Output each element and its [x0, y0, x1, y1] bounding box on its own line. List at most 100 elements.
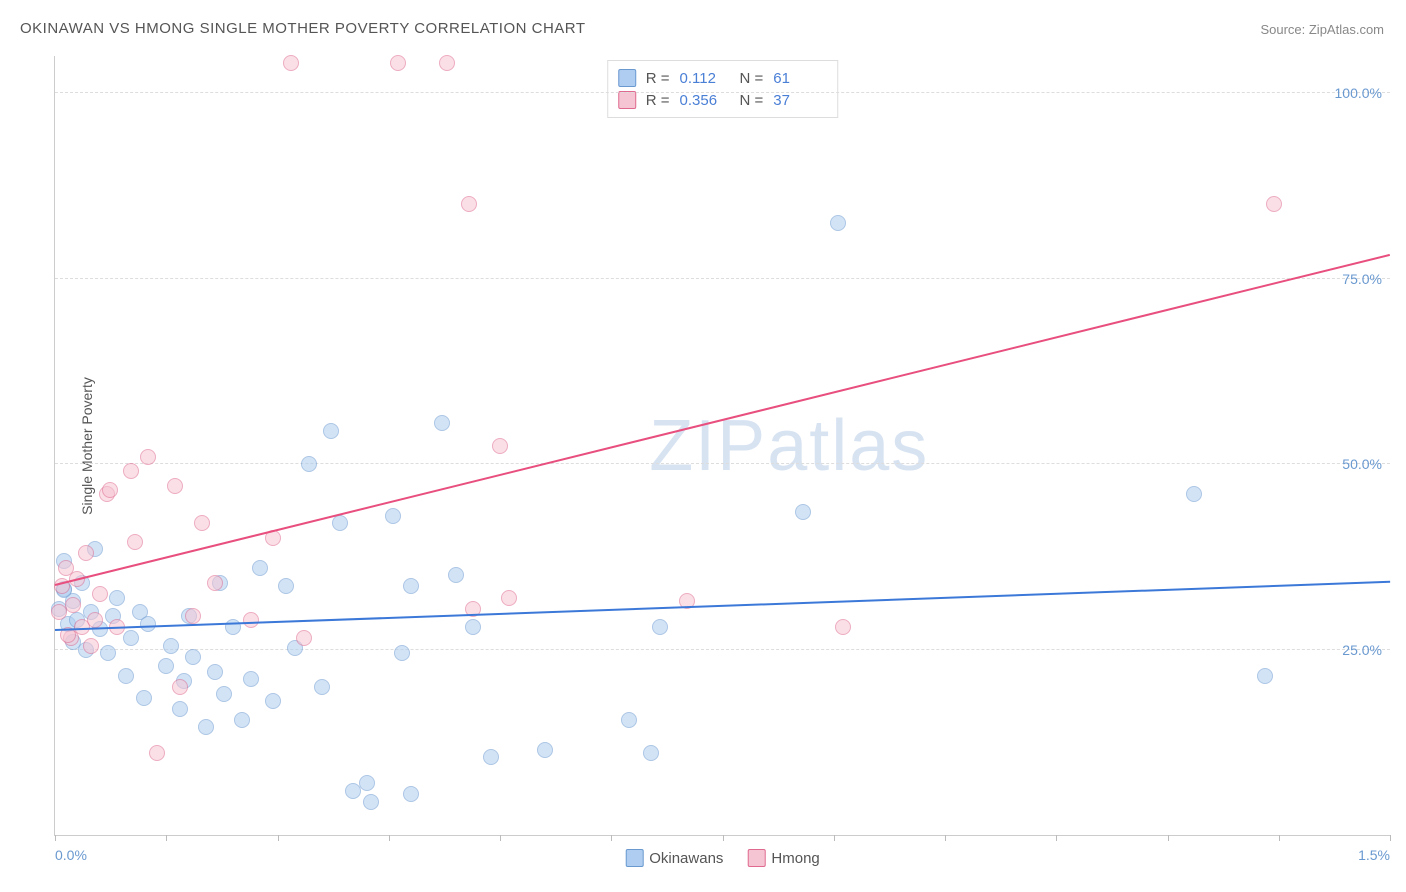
- x-tick: [1279, 835, 1280, 841]
- scatter-point-okinawans: [643, 745, 659, 761]
- scatter-point-hmong: [83, 638, 99, 654]
- watermark-light: atlas: [767, 406, 929, 486]
- stat-n-value-okinawans: 61: [773, 70, 823, 87]
- scatter-point-okinawans: [394, 645, 410, 661]
- scatter-point-okinawans: [323, 423, 339, 439]
- scatter-point-hmong: [390, 55, 406, 71]
- y-tick-label: 50.0%: [1342, 456, 1382, 472]
- scatter-point-okinawans: [234, 712, 250, 728]
- scatter-point-hmong: [296, 630, 312, 646]
- scatter-point-okinawans: [652, 619, 668, 635]
- scatter-point-okinawans: [537, 742, 553, 758]
- scatter-point-hmong: [439, 55, 455, 71]
- scatter-point-hmong: [172, 679, 188, 695]
- x-tick: [1056, 835, 1057, 841]
- gridline: [55, 463, 1390, 464]
- scatter-point-okinawans: [483, 749, 499, 765]
- scatter-point-hmong: [461, 196, 477, 212]
- legend-label-hmong: Hmong: [771, 850, 819, 867]
- scatter-point-okinawans: [278, 578, 294, 594]
- x-tick: [500, 835, 501, 841]
- legend-item-hmong: Hmong: [747, 849, 819, 867]
- scatter-point-okinawans: [1257, 668, 1273, 684]
- scatter-point-okinawans: [301, 456, 317, 472]
- scatter-point-hmong: [185, 608, 201, 624]
- x-tick: [834, 835, 835, 841]
- stats-row-okinawans: R = 0.112 N = 61: [618, 67, 824, 89]
- trend-line-okinawans: [55, 581, 1390, 631]
- scatter-point-okinawans: [163, 638, 179, 654]
- scatter-point-hmong: [167, 478, 183, 494]
- chart-title: OKINAWAN VS HMONG SINGLE MOTHER POVERTY …: [20, 20, 586, 37]
- stat-n-label: N =: [740, 92, 764, 109]
- swatch-hmong: [618, 91, 636, 109]
- x-tick: [1168, 835, 1169, 841]
- scatter-point-okinawans: [434, 415, 450, 431]
- gridline: [55, 92, 1390, 93]
- scatter-point-okinawans: [465, 619, 481, 635]
- scatter-point-okinawans: [243, 671, 259, 687]
- scatter-point-hmong: [127, 534, 143, 550]
- scatter-point-hmong: [194, 515, 210, 531]
- swatch-hmong: [747, 849, 765, 867]
- stat-n-value-hmong: 37: [773, 92, 823, 109]
- gridline: [55, 278, 1390, 279]
- scatter-point-okinawans: [158, 658, 174, 674]
- x-tick-label: 1.5%: [1358, 847, 1390, 863]
- scatter-point-okinawans: [448, 567, 464, 583]
- x-tick-label: 0.0%: [55, 847, 87, 863]
- source-label: Source: ZipAtlas.com: [1260, 22, 1384, 37]
- x-tick: [166, 835, 167, 841]
- stats-legend-box: R = 0.112 N = 61 R = 0.356 N = 37: [607, 60, 839, 118]
- scatter-point-hmong: [492, 438, 508, 454]
- stat-r-label: R =: [646, 92, 670, 109]
- x-tick: [723, 835, 724, 841]
- x-tick: [611, 835, 612, 841]
- scatter-point-hmong: [65, 597, 81, 613]
- bottom-legend: Okinawans Hmong: [625, 849, 820, 867]
- scatter-point-okinawans: [198, 719, 214, 735]
- scatter-point-hmong: [123, 463, 139, 479]
- scatter-point-hmong: [140, 449, 156, 465]
- x-tick: [389, 835, 390, 841]
- scatter-point-okinawans: [265, 693, 281, 709]
- scatter-point-okinawans: [359, 775, 375, 791]
- scatter-point-okinawans: [136, 690, 152, 706]
- scatter-point-okinawans: [207, 664, 223, 680]
- stat-r-label: R =: [646, 70, 670, 87]
- scatter-point-okinawans: [621, 712, 637, 728]
- scatter-point-okinawans: [252, 560, 268, 576]
- plot-area: ZIPatlas R = 0.112 N = 61 R = 0.356 N = …: [54, 56, 1390, 836]
- scatter-point-okinawans: [172, 701, 188, 717]
- stat-n-label: N =: [740, 70, 764, 87]
- scatter-point-okinawans: [100, 645, 116, 661]
- y-tick-label: 75.0%: [1342, 271, 1382, 287]
- swatch-okinawans: [618, 69, 636, 87]
- scatter-point-okinawans: [118, 668, 134, 684]
- legend-item-okinawans: Okinawans: [625, 849, 723, 867]
- scatter-point-okinawans: [403, 578, 419, 594]
- scatter-point-hmong: [207, 575, 223, 591]
- scatter-point-okinawans: [140, 616, 156, 632]
- scatter-point-okinawans: [403, 786, 419, 802]
- scatter-point-okinawans: [830, 215, 846, 231]
- stat-r-value-hmong: 0.356: [680, 92, 730, 109]
- scatter-point-okinawans: [185, 649, 201, 665]
- scatter-point-hmong: [102, 482, 118, 498]
- scatter-point-okinawans: [216, 686, 232, 702]
- stat-r-value-okinawans: 0.112: [680, 70, 730, 87]
- y-tick-label: 100.0%: [1335, 85, 1382, 101]
- x-tick: [1390, 835, 1391, 841]
- legend-label-okinawans: Okinawans: [649, 850, 723, 867]
- scatter-point-okinawans: [314, 679, 330, 695]
- scatter-point-okinawans: [332, 515, 348, 531]
- trend-line-hmong: [55, 254, 1390, 586]
- scatter-point-okinawans: [363, 794, 379, 810]
- watermark: ZIPatlas: [649, 405, 929, 487]
- scatter-point-okinawans: [795, 504, 811, 520]
- x-tick: [55, 835, 56, 841]
- scatter-point-hmong: [501, 590, 517, 606]
- scatter-point-hmong: [87, 612, 103, 628]
- y-tick-label: 25.0%: [1342, 642, 1382, 658]
- x-tick: [945, 835, 946, 841]
